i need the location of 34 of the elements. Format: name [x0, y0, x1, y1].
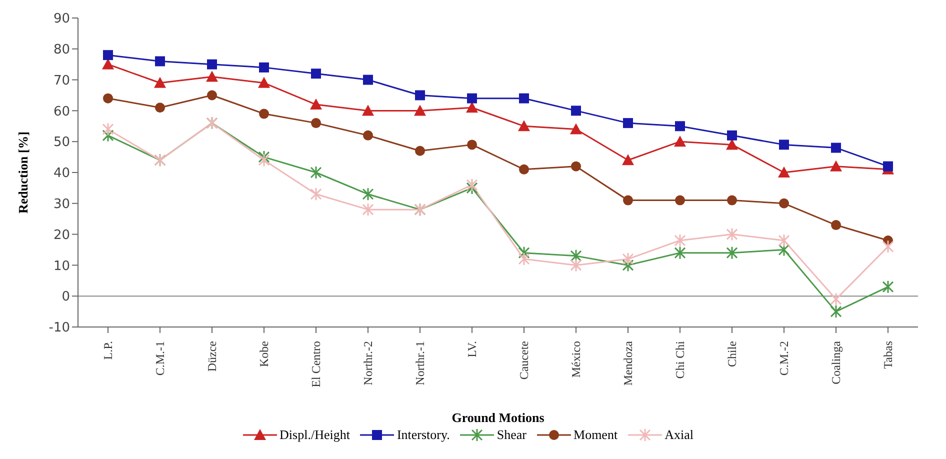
x-tick-label: C.M.-1	[153, 341, 167, 376]
x-tick-label: Northr.-1	[413, 341, 427, 386]
x-tick-label: Chi Chi	[673, 340, 687, 379]
y-tick-label: 50	[53, 135, 70, 150]
x-tick-label: Caucete	[517, 341, 531, 380]
y-tick-label: 30	[53, 197, 70, 212]
x-tick-label: C.M.-2	[777, 341, 791, 376]
y-tick-label: 80	[53, 42, 70, 58]
y-axis-title: Reduction [%]	[16, 132, 31, 214]
y-tick-label: 60	[53, 104, 70, 120]
x-tick-label: Northr.-2	[361, 341, 375, 386]
x-tick-label: Tabas	[881, 340, 895, 369]
x-tick-label: México	[569, 341, 583, 378]
y-tick-label: 0	[62, 290, 70, 305]
x-axis-title: Ground Motions	[452, 410, 544, 425]
x-tick-label: El Centro	[309, 341, 323, 388]
x-tick-label: LV.	[465, 341, 479, 358]
x-tick-label: Kobe	[257, 341, 271, 367]
legend-label: Moment	[574, 427, 618, 443]
y-tick-label: -10	[48, 320, 70, 336]
legend-label: Shear	[496, 427, 527, 443]
legend-label: Displ./Height	[280, 427, 350, 443]
legend-label: Axial	[664, 427, 694, 443]
y-tick-label: 20	[53, 228, 70, 243]
x-tick-label: Mendoza	[621, 340, 635, 386]
y-tick-label: 40	[53, 166, 70, 182]
y-tick-label: 70	[53, 73, 70, 88]
y-tick-label: 10	[53, 258, 70, 274]
x-tick-label: Düzce	[205, 341, 219, 372]
x-tick-label: Coalinga	[829, 340, 843, 384]
x-tick-label: Chile	[725, 341, 739, 367]
x-tick-label: L.P.	[101, 341, 115, 360]
y-tick-label: 90	[53, 12, 70, 27]
legend-label: Interstory.	[396, 427, 450, 443]
